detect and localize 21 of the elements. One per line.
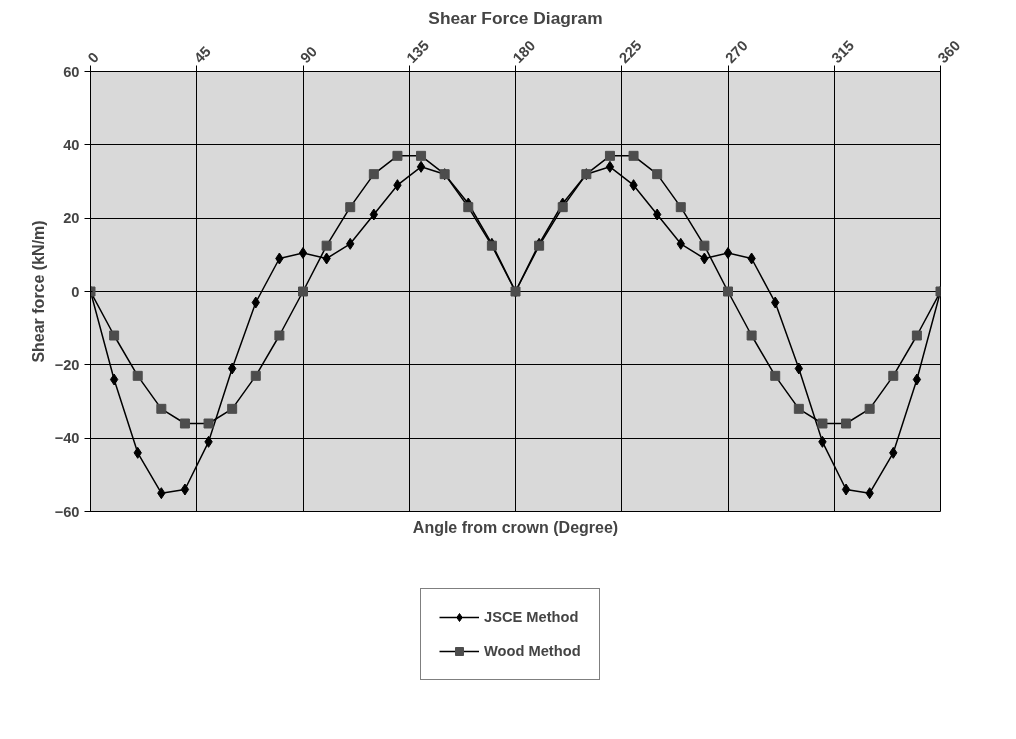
y-tick-label: 60 <box>63 63 80 80</box>
x-tick-label: 45 <box>191 43 214 67</box>
chart-title: Shear Force Diagram <box>428 7 603 28</box>
y-tick-label: −40 <box>54 430 80 447</box>
x-tick-label: 180 <box>509 37 539 67</box>
x-tick-label: 360 <box>934 37 964 67</box>
y-tick-label: 40 <box>63 136 80 153</box>
y-tick-label: 0 <box>71 283 80 300</box>
x-tick-label: 315 <box>828 37 858 67</box>
x-tick-label: 225 <box>616 37 645 67</box>
legend-label: Wood Method <box>484 643 581 659</box>
x-tick-label: 135 <box>403 37 433 67</box>
x-tick-label: 0 <box>84 49 102 67</box>
x-tick-label: 90 <box>297 43 321 67</box>
y-tick-label: −20 <box>54 356 80 373</box>
y-tick-label: 20 <box>63 210 80 227</box>
x-axis-title: Angle from crown (Degree) <box>412 518 619 536</box>
y-tick-label: −60 <box>54 503 80 520</box>
legend-label: JSCE Method <box>484 609 579 625</box>
y-axis-title: Shear force (kN/m) <box>29 220 47 363</box>
x-tick-label: 270 <box>722 37 751 67</box>
